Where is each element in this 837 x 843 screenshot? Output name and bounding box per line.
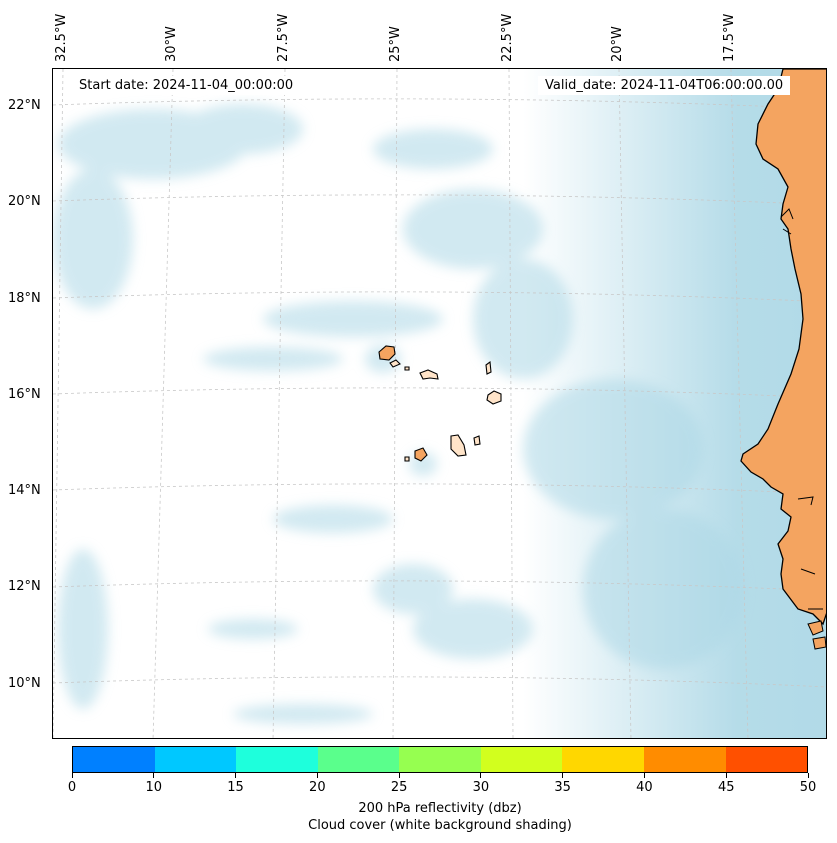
colorbar-segment bbox=[399, 747, 481, 772]
island-boa-vista bbox=[486, 390, 502, 405]
colorbar-tick-mark bbox=[480, 773, 482, 778]
colorbar-tick-mark bbox=[807, 773, 809, 778]
map-canvas bbox=[53, 69, 826, 738]
start-date-label: Start date: 2024-11-04_00:00:00 bbox=[72, 76, 301, 95]
colorbar-label: 200 hPa reflectivity (dbz) bbox=[358, 801, 522, 816]
island-sal bbox=[485, 360, 492, 375]
colorbar-tick-label: 40 bbox=[636, 780, 653, 795]
gridline-27-5w bbox=[272, 69, 286, 738]
island-santiago bbox=[450, 434, 467, 457]
colorbar-segment bbox=[725, 747, 808, 772]
island-brava bbox=[404, 456, 410, 462]
longitude-label-30w: 30°W bbox=[164, 26, 179, 62]
gridline-17-5w bbox=[730, 69, 749, 738]
colorbar-segment bbox=[154, 747, 237, 772]
island-fogo bbox=[414, 447, 428, 462]
colorbar-segment bbox=[236, 747, 318, 772]
colorbar-segment bbox=[317, 747, 400, 772]
colorbar-tick-label: 35 bbox=[554, 780, 571, 795]
colorbar-tick-label: 0 bbox=[67, 780, 77, 795]
reflectivity-colorbar bbox=[72, 746, 808, 773]
island-sao-vicente bbox=[389, 359, 401, 368]
island-maio bbox=[473, 435, 481, 446]
map-panel bbox=[52, 68, 827, 739]
colorbar-tick-label: 45 bbox=[717, 780, 735, 795]
colorbar-segment bbox=[643, 747, 726, 772]
gridline-22-5w bbox=[508, 69, 514, 738]
colorbar-tick-mark bbox=[71, 773, 73, 778]
colorbar-tick-mark bbox=[235, 773, 237, 778]
colorbar-tick-mark bbox=[643, 773, 645, 778]
latitude-label-20n: 20°N bbox=[8, 194, 41, 209]
africa-coast-inlets bbox=[780, 208, 823, 610]
colorbar-segment bbox=[73, 747, 155, 772]
colorbar-sublabel: Cloud cover (white background shading) bbox=[308, 818, 572, 833]
latitude-label-12n: 12°N bbox=[8, 579, 41, 594]
latitude-label-14n: 14°N bbox=[8, 483, 41, 498]
longitude-label-22-5w: 22.5°W bbox=[500, 13, 515, 62]
gridline-30w bbox=[152, 69, 174, 738]
colorbar-tick-mark bbox=[725, 773, 727, 778]
colorbar-segment bbox=[480, 747, 563, 772]
colorbar-tick-label: 25 bbox=[390, 780, 408, 795]
colorbar-tick-label: 10 bbox=[145, 780, 163, 795]
longitude-label-27-5w: 27.5°W bbox=[276, 13, 291, 62]
latitude-label-22n: 22°N bbox=[8, 98, 41, 113]
island-santo-antao bbox=[378, 345, 396, 361]
colorbar-tick-mark bbox=[562, 773, 564, 778]
bijagos-islands bbox=[807, 620, 826, 650]
colorbar-tick-label: 50 bbox=[799, 780, 817, 795]
gridline-32-5w bbox=[53, 69, 64, 738]
cape-verde-islands bbox=[378, 345, 502, 462]
longitude-label-25w: 25°W bbox=[388, 26, 403, 62]
gridline-20w bbox=[618, 69, 632, 738]
colorbar-tick-label: 15 bbox=[227, 780, 244, 795]
longitude-label-17-5w: 17.5°W bbox=[722, 13, 737, 62]
colorbar-tick-label: 30 bbox=[472, 780, 490, 795]
colorbar-segment bbox=[562, 747, 644, 772]
valid-date-label: Valid_date: 2024-11-04T06:00:00.00 bbox=[538, 76, 791, 95]
colorbar-tick-mark bbox=[398, 773, 400, 778]
island-santa-luzia bbox=[404, 366, 410, 371]
cloud-cover-shading bbox=[53, 69, 826, 738]
latitude-label-18n: 18°N bbox=[8, 291, 41, 306]
longitude-label-32-5w: 32.5°W bbox=[54, 13, 69, 62]
island-sao-nicolau bbox=[419, 369, 439, 380]
africa-landmass bbox=[740, 69, 826, 626]
colorbar-tick-mark bbox=[316, 773, 318, 778]
longitude-label-20w: 20°W bbox=[610, 26, 625, 62]
colorbar-tick-label: 20 bbox=[309, 780, 326, 795]
graticule bbox=[53, 69, 826, 738]
latitude-label-16n: 16°N bbox=[8, 387, 41, 402]
colorbar-tick-mark bbox=[153, 773, 155, 778]
latitude-label-10n: 10°N bbox=[8, 676, 41, 691]
gridline-25w bbox=[392, 69, 398, 738]
